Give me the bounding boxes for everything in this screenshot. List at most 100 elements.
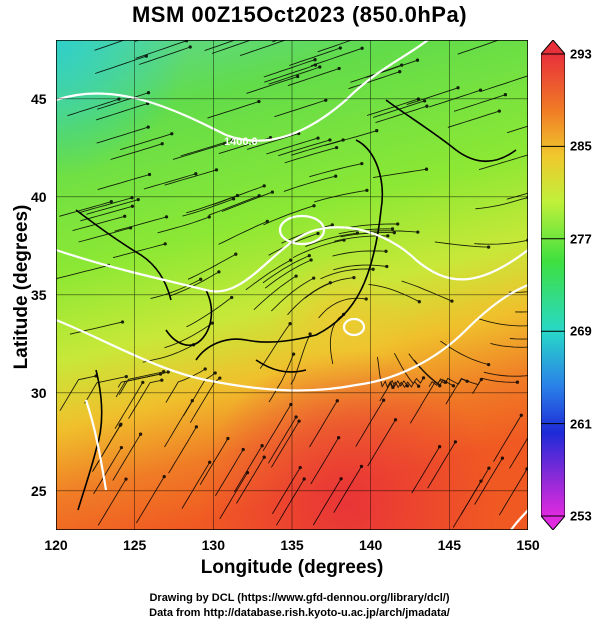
streamline	[493, 415, 522, 462]
streamline	[348, 71, 400, 90]
streamline	[373, 168, 427, 179]
streamline	[355, 399, 384, 447]
streamline	[164, 400, 193, 448]
chart-title: MSM 00Z15Oct2023 (850.0hPa)	[131, 2, 468, 27]
streamline	[218, 220, 268, 245]
streamline-arrowhead	[160, 142, 164, 146]
streamline-arrowhead	[478, 88, 483, 92]
streamline-arrowhead	[166, 370, 170, 374]
streamline-arrowhead	[208, 460, 212, 464]
streamline	[284, 147, 337, 164]
streamline	[96, 126, 149, 144]
streamline-arrowhead	[359, 464, 364, 469]
streamline-arrowhead	[124, 374, 128, 379]
streamline-arrowhead	[416, 384, 421, 388]
streamline-arrowhead	[416, 230, 420, 234]
streamline	[246, 133, 299, 150]
x-tick-label: 135	[280, 537, 304, 553]
streamline	[164, 169, 217, 186]
streamline-arrowhead	[324, 98, 328, 102]
streamline-arrowhead	[312, 204, 316, 208]
streamline	[165, 368, 206, 403]
streamline-arrowhead	[218, 376, 222, 380]
streamline-arrowhead	[230, 138, 234, 142]
streamline-arrowhead	[360, 161, 364, 166]
x-tick-label: 130	[201, 537, 226, 553]
streamline-arrowhead	[497, 109, 501, 113]
x-tick-label: 150	[516, 537, 540, 553]
streamline-arrowhead	[213, 371, 217, 375]
streamline	[340, 232, 395, 238]
y-tick-label: 30	[31, 384, 47, 401]
streamline	[367, 419, 396, 467]
streamline-arrowhead	[130, 204, 135, 208]
streamline-arrowhead	[479, 479, 483, 483]
colorbar-tick-label: 277	[570, 231, 592, 247]
streamline-arrowhead	[334, 145, 339, 150]
streamline	[69, 321, 123, 335]
streamline	[263, 59, 316, 78]
lat-lon-grid	[56, 40, 528, 530]
streamline-arrowhead	[146, 125, 150, 129]
streamline	[474, 457, 503, 505]
streamline-arrowhead	[120, 320, 125, 324]
streamline-arrowhead	[288, 322, 292, 326]
streamline	[208, 195, 260, 216]
streamline	[477, 318, 528, 327]
streamline	[181, 462, 211, 509]
streamline-arrowhead	[424, 167, 429, 171]
streamline	[292, 239, 345, 259]
streamline	[309, 163, 362, 178]
streamline	[447, 110, 500, 128]
streamline	[283, 175, 336, 192]
streamline	[309, 400, 338, 448]
streamline	[289, 47, 341, 66]
y-tick-label: 40	[31, 188, 47, 205]
streamline	[239, 40, 287, 57]
streamline-arrowhead	[296, 74, 300, 79]
streamline	[506, 125, 528, 134]
streamline-arrowhead	[421, 376, 426, 380]
streamline	[164, 322, 213, 349]
streamline	[143, 173, 196, 190]
streamline-arrowhead	[375, 129, 379, 133]
streamline-arrowhead	[294, 415, 298, 419]
streamline-arrowhead	[245, 470, 250, 475]
streamline-arrowhead	[405, 384, 410, 388]
streamline-arrowhead	[392, 231, 396, 235]
streamline-arrowhead	[456, 86, 460, 90]
streamline	[490, 342, 528, 348]
streamline-arrowhead	[262, 455, 266, 459]
streamline	[170, 271, 220, 297]
streamline	[59, 375, 97, 411]
y-axis-label: Latitude (degrees)	[11, 204, 32, 370]
streamline	[136, 476, 165, 524]
streamline	[95, 103, 148, 121]
streamline	[310, 437, 339, 485]
coastlines	[75, 99, 517, 511]
streamline	[474, 239, 528, 245]
streamline-arrowhead	[400, 63, 404, 67]
colorbar-tick-label: 253	[570, 508, 592, 524]
streamline	[483, 371, 528, 377]
streamline	[472, 377, 518, 394]
streamline-arrowhead	[515, 380, 520, 384]
streamline-arrowhead	[297, 419, 301, 423]
streamline	[310, 47, 363, 67]
streamline	[305, 232, 358, 248]
streamline	[268, 353, 295, 403]
streamline	[375, 105, 428, 124]
streamline	[112, 243, 166, 259]
streamline	[263, 205, 315, 226]
x-tick-label: 140	[358, 537, 383, 553]
streamline	[120, 133, 172, 151]
streamline-arrowhead	[335, 399, 339, 403]
streamline-arrowhead	[417, 300, 421, 304]
streamline-arrowhead	[360, 46, 364, 50]
streamline	[78, 227, 131, 243]
streamline	[411, 446, 440, 494]
streamline	[117, 371, 169, 388]
streamline	[445, 377, 482, 405]
streamline	[142, 344, 194, 363]
streamline-arrowhead	[342, 238, 346, 242]
